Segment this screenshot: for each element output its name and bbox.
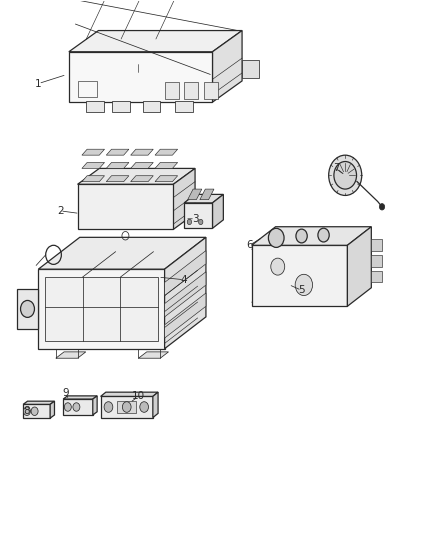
Polygon shape bbox=[184, 195, 223, 203]
Circle shape bbox=[21, 301, 35, 317]
Polygon shape bbox=[252, 245, 347, 306]
Polygon shape bbox=[106, 176, 129, 182]
Polygon shape bbox=[93, 396, 97, 415]
Polygon shape bbox=[39, 269, 165, 349]
Polygon shape bbox=[138, 352, 169, 358]
Polygon shape bbox=[17, 289, 39, 329]
Polygon shape bbox=[252, 227, 371, 245]
Circle shape bbox=[268, 228, 284, 247]
Polygon shape bbox=[165, 272, 206, 317]
Polygon shape bbox=[187, 189, 202, 200]
Polygon shape bbox=[212, 30, 242, 102]
Polygon shape bbox=[200, 189, 214, 200]
Polygon shape bbox=[78, 184, 173, 229]
Polygon shape bbox=[242, 60, 259, 78]
Text: 3: 3 bbox=[192, 214, 198, 224]
Circle shape bbox=[296, 229, 307, 243]
Circle shape bbox=[379, 204, 385, 210]
Polygon shape bbox=[153, 392, 158, 418]
Polygon shape bbox=[23, 401, 54, 405]
Text: 1: 1 bbox=[35, 78, 42, 88]
Polygon shape bbox=[23, 405, 50, 418]
Polygon shape bbox=[165, 251, 206, 296]
Circle shape bbox=[198, 219, 203, 224]
Circle shape bbox=[334, 161, 357, 189]
Polygon shape bbox=[165, 82, 179, 100]
Polygon shape bbox=[78, 168, 195, 184]
Circle shape bbox=[64, 403, 71, 411]
Polygon shape bbox=[101, 397, 153, 418]
Polygon shape bbox=[165, 293, 206, 338]
Circle shape bbox=[122, 402, 131, 413]
Polygon shape bbox=[82, 149, 105, 155]
Circle shape bbox=[140, 402, 148, 413]
Polygon shape bbox=[165, 237, 206, 349]
Text: 10: 10 bbox=[132, 391, 145, 401]
Circle shape bbox=[271, 258, 285, 275]
Polygon shape bbox=[50, 401, 54, 418]
Polygon shape bbox=[56, 352, 86, 358]
Circle shape bbox=[328, 155, 362, 196]
Polygon shape bbox=[106, 149, 129, 155]
Polygon shape bbox=[106, 163, 129, 168]
Circle shape bbox=[24, 407, 30, 416]
Polygon shape bbox=[371, 239, 382, 251]
Text: 4: 4 bbox=[181, 274, 187, 285]
Polygon shape bbox=[86, 101, 104, 112]
Polygon shape bbox=[82, 163, 105, 168]
Polygon shape bbox=[176, 101, 193, 112]
Polygon shape bbox=[371, 255, 382, 266]
Circle shape bbox=[295, 274, 313, 295]
Polygon shape bbox=[155, 163, 178, 168]
Polygon shape bbox=[143, 101, 160, 112]
Text: 5: 5 bbox=[298, 285, 305, 295]
Polygon shape bbox=[131, 163, 153, 168]
Polygon shape bbox=[69, 52, 212, 102]
Polygon shape bbox=[131, 176, 153, 182]
Circle shape bbox=[104, 402, 113, 413]
Text: 6: 6 bbox=[246, 240, 253, 251]
Polygon shape bbox=[155, 149, 178, 155]
Polygon shape bbox=[212, 195, 223, 228]
Polygon shape bbox=[184, 203, 212, 228]
Polygon shape bbox=[347, 227, 371, 306]
Polygon shape bbox=[69, 30, 242, 52]
Text: 2: 2 bbox=[57, 206, 64, 216]
Text: 9: 9 bbox=[63, 387, 69, 398]
Polygon shape bbox=[131, 149, 153, 155]
Polygon shape bbox=[184, 82, 198, 100]
Circle shape bbox=[73, 403, 80, 411]
Text: 7: 7 bbox=[333, 164, 340, 173]
Polygon shape bbox=[155, 176, 178, 182]
Polygon shape bbox=[45, 277, 158, 341]
Polygon shape bbox=[63, 396, 97, 399]
Polygon shape bbox=[371, 271, 382, 282]
Circle shape bbox=[187, 219, 191, 224]
Polygon shape bbox=[113, 101, 130, 112]
Polygon shape bbox=[63, 399, 93, 415]
Polygon shape bbox=[101, 392, 158, 397]
Polygon shape bbox=[173, 168, 195, 229]
Circle shape bbox=[31, 407, 38, 416]
Polygon shape bbox=[82, 176, 105, 182]
Text: 8: 8 bbox=[23, 406, 30, 416]
Polygon shape bbox=[117, 401, 136, 414]
Polygon shape bbox=[39, 237, 206, 269]
Polygon shape bbox=[204, 82, 218, 100]
Circle shape bbox=[318, 228, 329, 242]
